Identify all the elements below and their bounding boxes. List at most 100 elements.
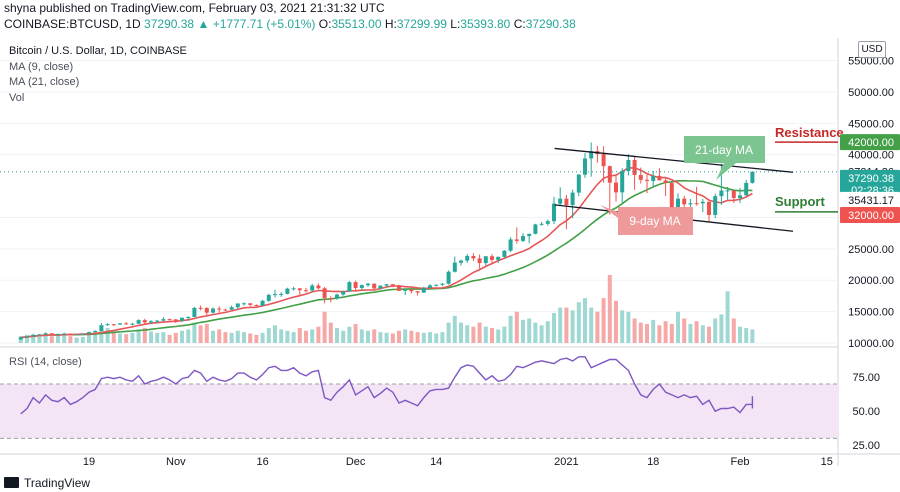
candle-body bbox=[37, 334, 42, 336]
candle-body bbox=[632, 160, 637, 175]
volume-bar bbox=[378, 332, 383, 343]
volume-bar bbox=[738, 326, 742, 343]
candle-body bbox=[248, 303, 253, 305]
ohlc-line: COINBASE:BTCUSD, 1D 37290.38 ▲ +1777.71 … bbox=[4, 17, 576, 31]
volume-bar bbox=[204, 323, 209, 343]
volume-bar bbox=[43, 334, 48, 343]
ma21-callout bbox=[684, 136, 765, 180]
volume-bar bbox=[80, 336, 85, 343]
time-tick-label: Feb bbox=[731, 456, 750, 468]
candle-body bbox=[93, 330, 98, 333]
rsi-legend[interactable]: RSI (14, close) bbox=[9, 356, 82, 368]
tradingview-logo[interactable]: TradingView bbox=[4, 476, 90, 490]
candle-body bbox=[446, 271, 451, 284]
volume-bar bbox=[533, 322, 538, 343]
candle-body bbox=[539, 223, 544, 225]
legend-ma9[interactable]: MA (9, close) bbox=[9, 60, 74, 73]
ma21-line bbox=[20, 180, 753, 339]
volume-bar bbox=[56, 334, 60, 343]
volume-bar bbox=[614, 300, 618, 343]
volume-bar bbox=[397, 330, 401, 343]
candle-body bbox=[136, 320, 141, 324]
candle-body bbox=[291, 288, 296, 290]
price-axis-label-box bbox=[840, 206, 900, 223]
candle-body bbox=[545, 221, 550, 224]
candle-body bbox=[409, 289, 414, 292]
candle-body bbox=[105, 324, 110, 326]
volume-bar bbox=[700, 325, 705, 343]
volume-bar bbox=[607, 275, 612, 343]
time-tick-label: 18 bbox=[647, 456, 659, 468]
legend-title: Bitcoin / U.S. Dollar, 1D, COINBASE bbox=[9, 45, 187, 57]
volume-bar bbox=[111, 331, 116, 343]
candle-body bbox=[552, 203, 556, 222]
volume-bar bbox=[632, 318, 637, 343]
price-tick-label: 55000.00 bbox=[848, 56, 894, 68]
candle-body bbox=[242, 303, 246, 305]
volume-bar bbox=[514, 311, 519, 343]
volume-bar bbox=[459, 322, 463, 343]
volume-bar bbox=[229, 332, 234, 343]
candle-body bbox=[403, 289, 408, 291]
candle-body bbox=[514, 239, 519, 241]
candle-body bbox=[601, 154, 606, 167]
volume-bar bbox=[434, 333, 439, 343]
candle-body bbox=[452, 262, 457, 272]
volume-bar bbox=[304, 330, 308, 343]
volume-bar bbox=[285, 330, 290, 343]
currency-button[interactable]: USD bbox=[858, 41, 886, 58]
candle-body bbox=[186, 316, 191, 318]
volume-bar bbox=[211, 330, 215, 343]
volume-bar bbox=[192, 322, 197, 343]
open-value: 35513.00 bbox=[331, 17, 382, 31]
volume-bar bbox=[49, 336, 54, 343]
volume-bar bbox=[223, 332, 228, 343]
candle-body bbox=[638, 174, 643, 180]
candle-body bbox=[328, 298, 333, 300]
candle-body bbox=[192, 307, 197, 317]
candle-body bbox=[694, 203, 699, 205]
price-axis-label: 42000.00 bbox=[848, 137, 894, 149]
volume-bar bbox=[62, 335, 67, 343]
rsi-tick-label: 50.00 bbox=[852, 406, 880, 418]
time-tick-label: Dec bbox=[346, 456, 366, 468]
low-label: L: bbox=[450, 17, 461, 31]
volume-bar bbox=[669, 323, 674, 343]
candle-body bbox=[124, 323, 129, 325]
volume-bar bbox=[682, 318, 687, 343]
volume-bar bbox=[527, 318, 532, 343]
volume-bar bbox=[384, 332, 389, 343]
legend-ma21[interactable]: MA (21, close) bbox=[9, 76, 80, 88]
time-tick-label: 2021 bbox=[554, 456, 578, 468]
candle-body bbox=[390, 284, 395, 286]
legend-vol[interactable]: Vol bbox=[9, 91, 25, 104]
candle-body bbox=[725, 190, 730, 192]
candle-body bbox=[440, 283, 445, 285]
candle-body bbox=[149, 321, 153, 323]
candle-body bbox=[341, 291, 346, 295]
volume-bar bbox=[260, 332, 265, 343]
price-tick-label: 10000.00 bbox=[848, 338, 894, 350]
volume-bar bbox=[217, 329, 222, 343]
candle-body bbox=[521, 236, 525, 241]
candle-body bbox=[378, 285, 383, 289]
volume-bar bbox=[725, 291, 730, 343]
volume-bar bbox=[731, 318, 736, 343]
ma9-callout bbox=[600, 205, 693, 235]
candle-body bbox=[118, 323, 122, 325]
candle-body bbox=[477, 258, 482, 264]
volume-bar bbox=[242, 332, 246, 343]
volume-bar bbox=[415, 332, 420, 343]
symbol: COINBASE:BTCUSD, 1D bbox=[4, 17, 141, 31]
volume-bar bbox=[403, 329, 408, 343]
volume-bar bbox=[198, 325, 203, 343]
volume-bar bbox=[496, 329, 501, 343]
candle-body bbox=[384, 284, 389, 286]
candle-body bbox=[719, 190, 724, 197]
volume-bar bbox=[713, 318, 718, 343]
candle-body bbox=[80, 333, 85, 335]
candle-body bbox=[570, 192, 575, 205]
candle-body bbox=[56, 334, 60, 336]
volume-bar bbox=[750, 329, 755, 343]
